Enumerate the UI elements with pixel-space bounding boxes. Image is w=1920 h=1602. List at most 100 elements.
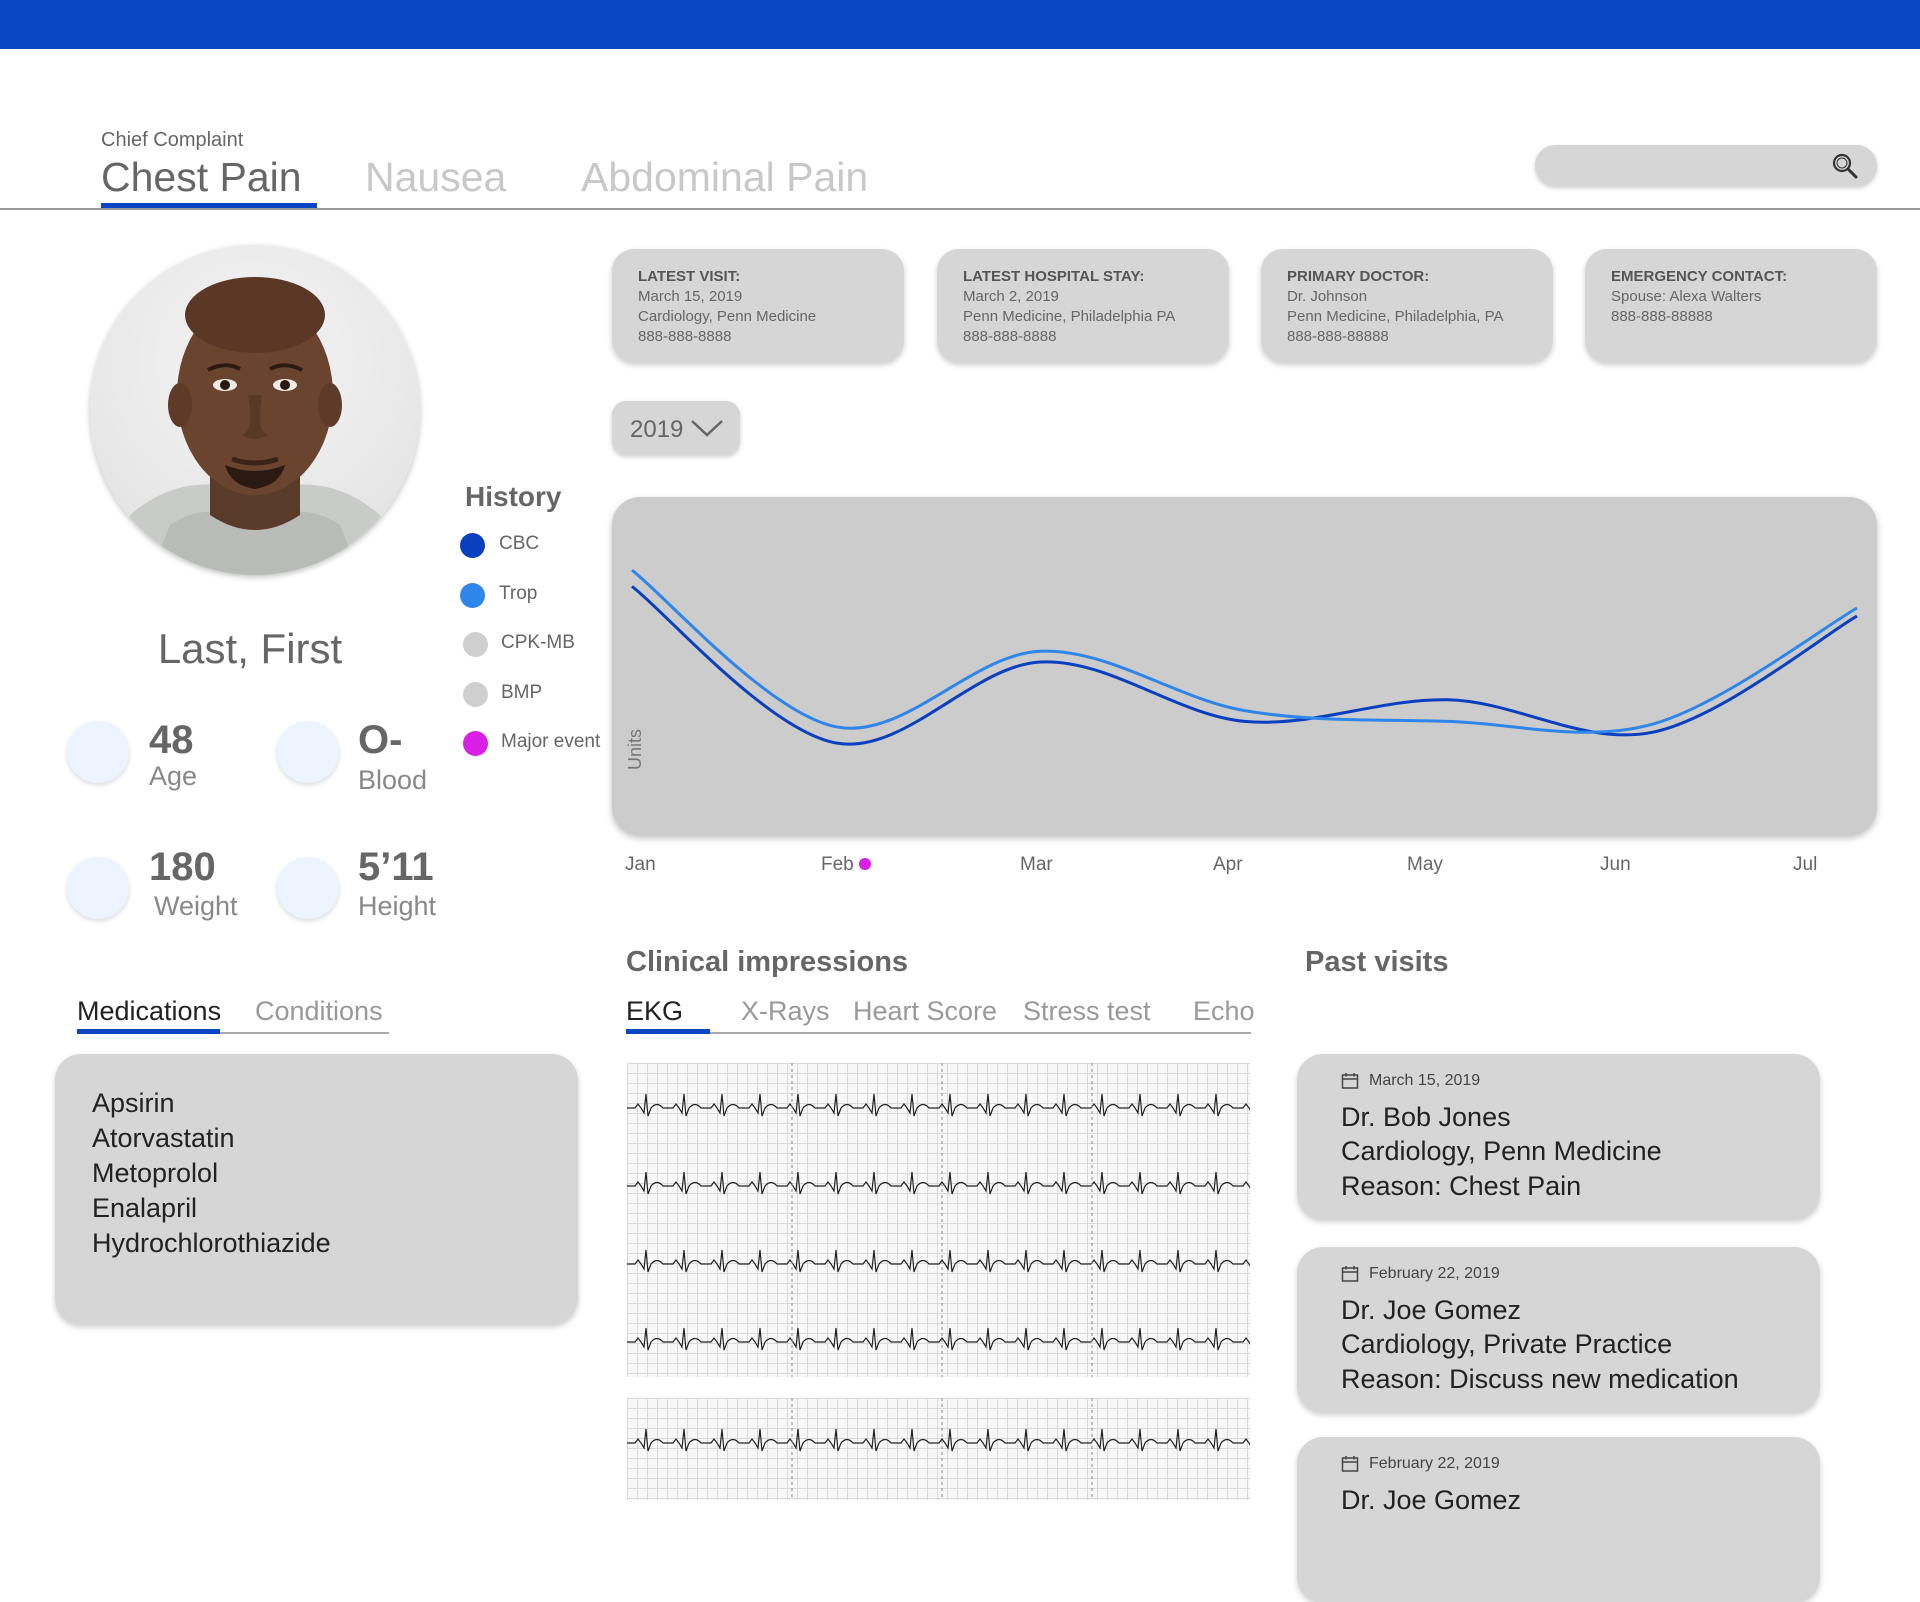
primary-doctor-line: Penn Medicine, Philadelphia, PA	[1287, 308, 1504, 325]
x-tick-label: Jul	[1793, 854, 1818, 875]
chevron-down-icon	[691, 420, 723, 437]
x-tick-label: Jan	[625, 854, 656, 875]
weight-icon	[67, 857, 129, 919]
past-visit-card[interactable]: February 22, 2019 Dr. Joe Gomez Cardiolo…	[1297, 1247, 1820, 1412]
ekg-lead-trace	[627, 1171, 1250, 1195]
latest-visit-line: March 15, 2019	[638, 288, 743, 305]
tab-stress-test[interactable]: Stress test	[1023, 996, 1151, 1026]
medications-list: Apsirin Atorvastatin Metoprolol Enalapri…	[55, 1054, 578, 1324]
latest-visit-card[interactable]: LATEST VISIT: March 15, 2019 Cardiology,…	[612, 249, 904, 362]
tab-nausea[interactable]: Nausea	[365, 154, 507, 200]
hospital-stay-title: LATEST HOSPITAL STAY:	[963, 268, 1145, 285]
search-input[interactable]	[1535, 145, 1877, 186]
tab-chest-pain[interactable]: Chest Pain	[101, 154, 302, 200]
x-tick-label: Feb	[821, 854, 854, 875]
tab-abdominal-pain[interactable]: Abdominal Pain	[581, 154, 869, 200]
ekg-trace	[627, 1398, 1250, 1500]
hospital-stay-line: Penn Medicine, Philadelphia PA	[963, 308, 1176, 325]
blood-icon	[277, 721, 339, 783]
medication-item: Atorvastatin	[92, 1123, 235, 1153]
legend-label-major-event: Major event	[501, 731, 601, 752]
clinical-tabs-divider	[626, 1032, 1251, 1034]
weight-value: 180	[149, 845, 216, 889]
patient-name: Last, First	[157, 625, 343, 672]
complaint-tabs: Chest Pain Nausea Abdominal Pain	[0, 150, 1920, 210]
medication-item: Enalapril	[92, 1193, 198, 1223]
height-value: 5’11	[358, 845, 434, 889]
chief-complaint-label: Chief Complaint	[101, 129, 244, 151]
visit-doctor: Dr. Joe Gomez	[1341, 1295, 1522, 1325]
tab-conditions[interactable]: Conditions	[255, 996, 383, 1026]
history-chart-panel	[612, 497, 1877, 835]
visit-doctor: Dr. Bob Jones	[1341, 1102, 1511, 1132]
hospital-stay-line: March 2, 2019	[963, 288, 1059, 305]
calendar-icon	[1341, 1456, 1359, 1472]
active-tab-indicator	[101, 203, 317, 208]
ekg-lead-trace	[627, 1093, 1250, 1117]
legend-dot-cpk-mb	[463, 632, 488, 657]
age-label: Age	[149, 761, 198, 791]
series-line-trop[interactable]	[631, 569, 1858, 734]
x-tick-label: May	[1407, 854, 1443, 875]
past-visit-card[interactable]: March 15, 2019 Dr. Bob Jones Cardiology,…	[1297, 1054, 1820, 1219]
legend-dot-trop	[460, 583, 485, 608]
major-event-marker[interactable]	[859, 858, 871, 870]
visit-doctor: Dr. Joe Gomez	[1341, 1485, 1522, 1515]
x-tick-label: Mar	[1020, 854, 1053, 875]
visit-reason: Reason: Chest Pain	[1341, 1171, 1582, 1201]
ekg-image[interactable]	[627, 1398, 1250, 1500]
tab-heart-score[interactable]: Heart Score	[853, 996, 998, 1026]
ekg-lead-trace	[627, 1249, 1250, 1273]
primary-doctor-card[interactable]: PRIMARY DOCTOR: Dr. Johnson Penn Medicin…	[1261, 249, 1553, 362]
latest-visit-title: LATEST VISIT:	[638, 268, 741, 285]
visit-practice: Cardiology, Penn Medicine	[1341, 1136, 1662, 1166]
legend-label-trop: Trop	[499, 583, 538, 604]
visit-date: February 22, 2019	[1369, 1455, 1500, 1472]
year-select[interactable]: 2019	[612, 401, 740, 455]
tab-ekg[interactable]: EKG	[626, 996, 684, 1026]
ekg-lead-trace	[627, 1428, 1250, 1452]
age-icon	[67, 721, 129, 783]
emergency-contact-title: EMERGENCY CONTACT:	[1611, 268, 1788, 285]
tab-x-rays[interactable]: X-Rays	[741, 996, 830, 1026]
past-visits-title: Past visits	[1305, 946, 1449, 978]
tab-echo[interactable]: Echo	[1193, 996, 1255, 1026]
ekg-image[interactable]	[627, 1063, 1250, 1377]
calendar-icon	[1341, 1266, 1359, 1282]
year-select-value: 2019	[630, 416, 684, 443]
legend-label-cpk-mb: CPK-MB	[501, 632, 575, 653]
height-label: Height	[358, 891, 437, 921]
emergency-contact-line: Spouse: Alexa Walters	[1611, 288, 1762, 305]
visit-reason: Reason: Discuss new medication	[1341, 1364, 1739, 1394]
series-line-cbc[interactable]	[631, 585, 1858, 746]
visit-date: March 15, 2019	[1369, 1072, 1481, 1089]
latest-hospital-stay-card[interactable]: LATEST HOSPITAL STAY: March 2, 2019 Penn…	[937, 249, 1229, 362]
legend-dot-cbc	[460, 533, 485, 558]
visit-date: February 22, 2019	[1369, 1265, 1500, 1282]
medication-item: Apsirin	[92, 1088, 175, 1118]
x-tick-label: Jun	[1600, 854, 1631, 875]
meds-tabs-divider	[77, 1032, 389, 1034]
search-icon[interactable]	[1831, 152, 1859, 180]
height-icon	[277, 857, 339, 919]
avatar	[90, 245, 420, 575]
legend-label-cbc: CBC	[499, 533, 540, 554]
latest-visit-line: Cardiology, Penn Medicine	[638, 308, 817, 325]
legend-label-bmp: BMP	[501, 682, 543, 703]
history-chart	[631, 569, 1858, 746]
legend-dot-major-event	[463, 731, 488, 756]
hospital-stay-line: 888-888-8888	[963, 328, 1057, 345]
emergency-contact-card[interactable]: EMERGENCY CONTACT: Spouse: Alexa Walters…	[1585, 249, 1877, 362]
clinical-active-tab-indicator	[626, 1029, 710, 1034]
past-visit-card[interactable]: February 22, 2019 Dr. Joe Gomez	[1297, 1437, 1820, 1602]
chart-y-label: Units	[625, 728, 645, 770]
medication-item: Metoprolol	[92, 1158, 219, 1188]
medication-item: Hydrochlorothiazide	[92, 1228, 331, 1258]
weight-label: Weight	[154, 891, 238, 921]
tab-medications[interactable]: Medications	[77, 996, 222, 1026]
latest-visit-line: 888-888-8888	[638, 328, 732, 345]
blood-value: O-	[358, 718, 403, 762]
meds-active-tab-indicator	[77, 1029, 220, 1034]
clinical-impressions-title: Clinical impressions	[626, 946, 909, 978]
top-bar	[0, 0, 1920, 49]
